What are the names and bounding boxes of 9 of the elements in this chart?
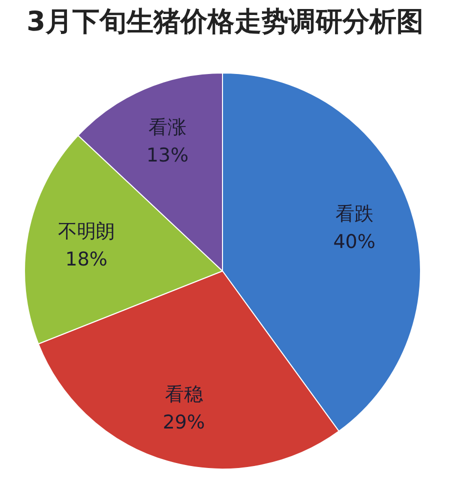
chart-title: 3月下旬生猪价格走势调研分析图 — [26, 6, 424, 38]
data-label: 40% — [333, 231, 376, 254]
slice-label: 看涨 — [148, 116, 186, 139]
slice-label: 看跌 — [335, 203, 374, 226]
data-label: 13% — [146, 144, 189, 167]
slice-label: 看稳 — [164, 383, 203, 406]
data-label: 18% — [65, 248, 108, 270]
data-label: 29% — [162, 411, 205, 434]
slice-label: 不明朗 — [58, 220, 115, 242]
